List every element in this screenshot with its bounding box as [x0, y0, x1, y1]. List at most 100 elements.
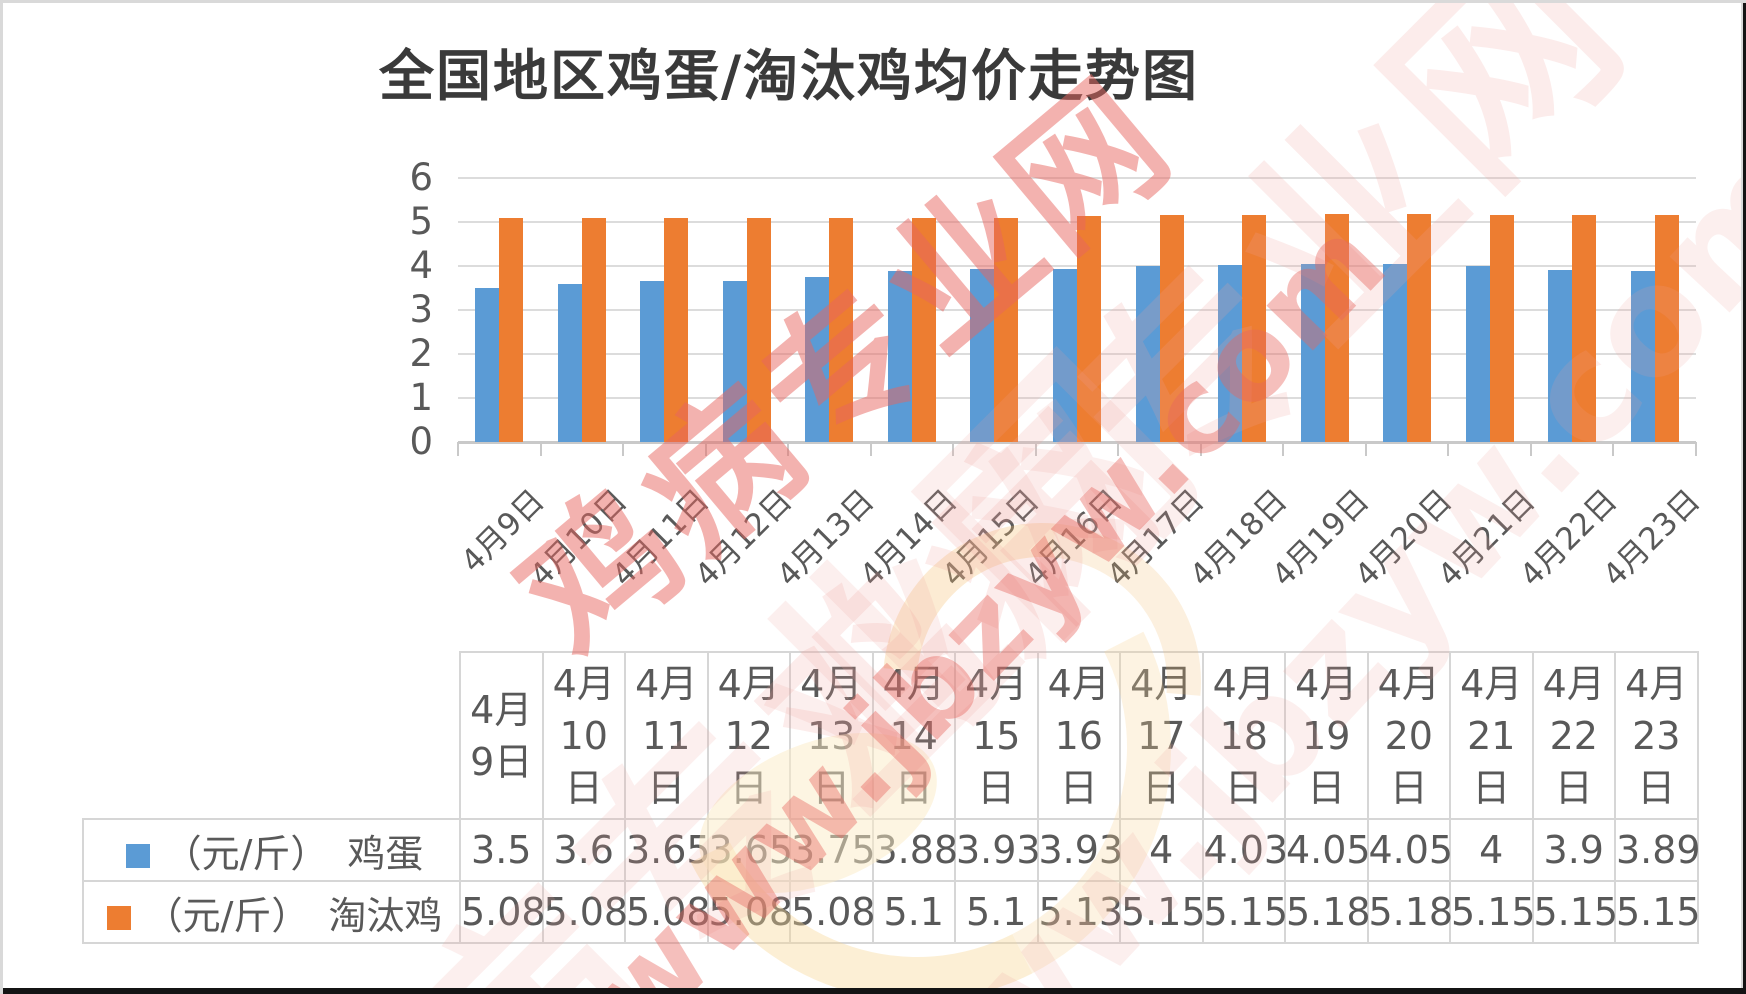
- table-header-cell: 4月 22 日: [1531, 651, 1616, 820]
- table-value-cell: 5.18: [1284, 880, 1371, 944]
- series-label: （元/斤） 淘汰鸡: [144, 893, 443, 938]
- table-header-cell: 4月 9日: [459, 651, 544, 820]
- bar-culled-chicken-4月19日: [1324, 214, 1349, 442]
- x-axis-tick: [1034, 442, 1037, 456]
- series-label: （元/斤） 鸡蛋: [163, 831, 424, 876]
- bar-egg-4月10日: [557, 283, 582, 442]
- bar-culled-chicken-4月14日: [911, 217, 936, 442]
- bar-culled-chicken-4月17日: [1159, 215, 1184, 442]
- bar-egg-4月14日: [887, 271, 912, 442]
- y-tick-label-2: 2: [409, 332, 433, 375]
- table-row-egg: （元/斤） 鸡蛋 3.5 3.6 3.65 3.65 3.75 3.88 3.9…: [82, 818, 1701, 882]
- bar-culled-chicken-4月10日: [581, 218, 606, 442]
- x-axis-tick: [869, 442, 872, 456]
- x-axis-tick: [1117, 442, 1120, 456]
- frame-edge: [1743, 3, 1746, 994]
- x-axis-tick: [1695, 442, 1697, 456]
- x-axis-tick: [622, 442, 625, 456]
- table-value-cell: 3.5: [459, 818, 544, 882]
- table-header-cell: 4月 14 日: [871, 651, 956, 820]
- frame-edge: [1741, 3, 1743, 994]
- table-header-cell: 4月 11 日: [624, 651, 709, 820]
- table-value-cell: 4: [1119, 818, 1204, 882]
- table-header-cell: 4月 17 日: [1119, 651, 1204, 820]
- bar-culled-chicken-4月13日: [829, 218, 854, 442]
- table-value-cell: 5.13: [1036, 880, 1123, 944]
- series-legend-egg: （元/斤） 鸡蛋: [82, 818, 461, 882]
- table-header-cell: 4月 12 日: [706, 651, 791, 820]
- table-value-cell: 5.15: [1119, 880, 1206, 944]
- bar-culled-chicken-4月22日: [1572, 215, 1597, 442]
- y-tick-label-1: 1: [409, 376, 433, 419]
- y-tick-label-4: 4: [409, 244, 433, 287]
- x-axis-tick: [1282, 442, 1285, 456]
- table-value-cell: 5.1: [871, 880, 956, 944]
- table-value-cell: 5.08: [459, 880, 546, 944]
- x-axis-tick: [457, 442, 459, 456]
- bar-egg-4月11日: [640, 281, 665, 442]
- bar-egg-4月12日: [722, 281, 747, 442]
- bar-egg-4月23日: [1630, 270, 1655, 442]
- bar-culled-chicken-4月21日: [1489, 215, 1514, 442]
- gridline-6: [458, 177, 1696, 179]
- table-value-cell: 5.08: [541, 880, 628, 944]
- table-header-cell: 4月 15 日: [954, 651, 1039, 820]
- bar-egg-4月20日: [1383, 263, 1408, 442]
- table-blank-corner: [83, 652, 460, 819]
- x-axis-tick: [1529, 442, 1532, 456]
- culled-chicken-legend-key-icon: [106, 906, 131, 930]
- table-value-cell: 5.18: [1366, 880, 1453, 944]
- table-header-cell: 4月 10 日: [541, 651, 626, 820]
- x-axis-tick: [1612, 442, 1615, 456]
- price-bar-chart-plot: [457, 177, 1697, 456]
- table-value-cell: 5.08: [789, 880, 876, 944]
- table-header-row: 4月 9日 4月 10 日 4月 11 日 4月 12 日 4月 13 日 4月…: [83, 651, 1699, 820]
- bar-egg-4月13日: [805, 277, 830, 442]
- table-value-cell: 4: [1449, 818, 1534, 882]
- table-value-cell: 3.65: [706, 818, 793, 882]
- table-header-cell: 4月 20 日: [1366, 651, 1451, 820]
- bar-egg-4月17日: [1135, 266, 1160, 442]
- bar-culled-chicken-4月23日: [1654, 215, 1679, 442]
- chart-title: 全国地区鸡蛋/淘汰鸡均价走势图: [378, 43, 1200, 108]
- table-header-cell: 4月 21 日: [1449, 651, 1534, 820]
- table-value-cell: 5.15: [1531, 880, 1618, 944]
- table-value-cell: 3.93: [954, 818, 1041, 882]
- table-value-cell: 5.1: [954, 880, 1039, 944]
- table-value-cell: 5.08: [624, 880, 711, 944]
- x-axis-line: [458, 441, 1696, 444]
- table-value-cell: 4.05: [1284, 818, 1371, 882]
- y-tick-label-5: 5: [409, 200, 433, 243]
- table-value-cell: 4.05: [1366, 818, 1453, 882]
- table-value-cell: 3.6: [541, 818, 626, 882]
- bar-egg-4月21日: [1465, 266, 1490, 442]
- bar-egg-4月22日: [1548, 270, 1573, 442]
- table-value-cell: 3.93: [1036, 818, 1123, 882]
- bar-egg-4月18日: [1218, 264, 1243, 442]
- frame-edge: [3, 988, 1746, 994]
- bar-culled-chicken-4月18日: [1242, 215, 1267, 442]
- table-header-cell: 4月 23 日: [1614, 651, 1699, 820]
- table-value-cell: 3.65: [624, 818, 711, 882]
- x-axis-tick: [1447, 442, 1450, 456]
- x-axis-tick: [539, 442, 542, 456]
- table-value-cell: 5.15: [1201, 880, 1288, 944]
- table-row-culled-chicken: （元/斤） 淘汰鸡 5.08 5.08 5.08 5.08 5.08 5.1 5…: [82, 880, 1701, 944]
- egg-legend-key-icon: [125, 844, 150, 868]
- x-axis-tick: [704, 442, 707, 456]
- table-value-cell: 5.15: [1449, 880, 1536, 944]
- bar-culled-chicken-4月11日: [664, 218, 689, 442]
- x-axis-tick: [1199, 442, 1202, 456]
- bar-culled-chicken-4月12日: [746, 218, 771, 442]
- table-value-cell: 5.15: [1614, 880, 1701, 944]
- table-value-cell: 3.9: [1531, 818, 1616, 882]
- table-value-cell: 5.08: [706, 880, 793, 944]
- bar-culled-chicken-4月16日: [1077, 216, 1101, 442]
- y-tick-label-0: 0: [409, 420, 433, 463]
- bar-culled-chicken-4月15日: [994, 217, 1019, 442]
- bar-egg-4月16日: [1053, 269, 1077, 442]
- y-tick-label-6: 6: [409, 156, 433, 199]
- table-header-cell: 4月 18 日: [1201, 651, 1286, 820]
